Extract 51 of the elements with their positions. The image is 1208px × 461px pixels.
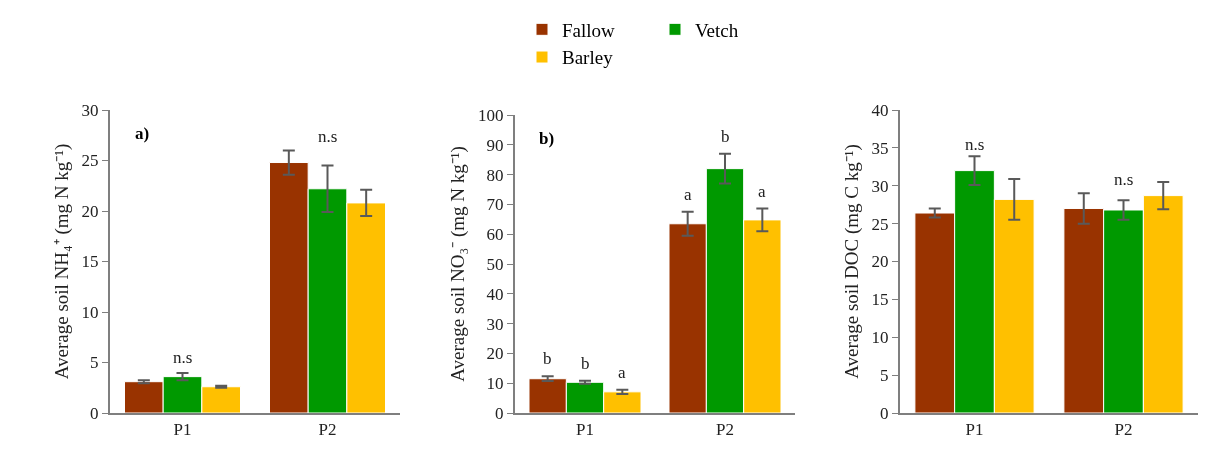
data-label: b: [581, 354, 590, 373]
y-tick-label: 5: [90, 353, 99, 373]
y-tick-label: 20: [486, 344, 504, 364]
y-tick-label: 80: [486, 165, 504, 185]
y-tick-label: 40: [871, 100, 889, 120]
legend-label: Fallow: [562, 19, 616, 41]
x-tick-label: P1: [965, 420, 984, 440]
y-tick-label: 20: [81, 201, 99, 221]
annotation: n.s: [173, 348, 193, 367]
y-tick-label: 30: [81, 100, 99, 120]
y-tick-label: 30: [871, 176, 889, 196]
data-label: a: [618, 363, 626, 382]
y-tick-label: 20: [871, 252, 889, 272]
x-tick-label: P1: [576, 420, 594, 440]
y-tick-label: 10: [81, 302, 99, 322]
y-tick-label: 15: [871, 290, 889, 310]
y-tick-label: 25: [81, 151, 99, 171]
y-tick-label: 90: [486, 135, 504, 155]
y-tick-label: 35: [871, 138, 889, 158]
x-tick-label: P2: [318, 420, 337, 440]
legend-label: Barley: [562, 47, 614, 69]
annotation: a): [135, 124, 150, 143]
x-tick-label: P2: [1114, 420, 1133, 440]
data-label: a: [758, 182, 766, 201]
y-tick-label: 25: [871, 214, 889, 234]
y-tick-label: 0: [90, 403, 99, 423]
y-tick-label: 70: [486, 195, 504, 215]
data-label: b: [543, 349, 552, 368]
y-tick-label: 0: [495, 403, 504, 423]
annotation: n.s: [318, 127, 338, 146]
y-tick-label: 30: [486, 314, 504, 334]
annotation: n.s: [1114, 170, 1134, 189]
y-axis-title: Average soil NO₃⁻ (mg N kg⁻¹): [447, 146, 470, 382]
y-tick-label: 60: [486, 225, 504, 245]
x-tick-label: P1: [173, 420, 192, 440]
x-tick-label: P2: [716, 420, 734, 440]
y-tick-label: 5: [880, 366, 889, 386]
y-tick-label: 100: [478, 105, 504, 125]
data-label: a: [684, 185, 692, 204]
y-tick-label: 50: [486, 254, 504, 274]
y-tick-label: 40: [486, 284, 504, 304]
legend-label: Vetch: [695, 19, 739, 41]
annotation: n.s: [965, 135, 985, 154]
y-tick-label: 15: [81, 252, 99, 272]
y-tick-label: 10: [871, 328, 889, 348]
y-axis-title: Average soil NH₄⁺ (mg N kg⁻¹): [50, 143, 73, 380]
data-label: b: [721, 127, 730, 146]
y-axis-title: Average soil DOC (mg C kg⁻¹): [840, 144, 863, 379]
annotation: b): [539, 129, 555, 148]
y-tick-label: 10: [486, 374, 504, 394]
y-tick-label: 0: [880, 403, 889, 423]
